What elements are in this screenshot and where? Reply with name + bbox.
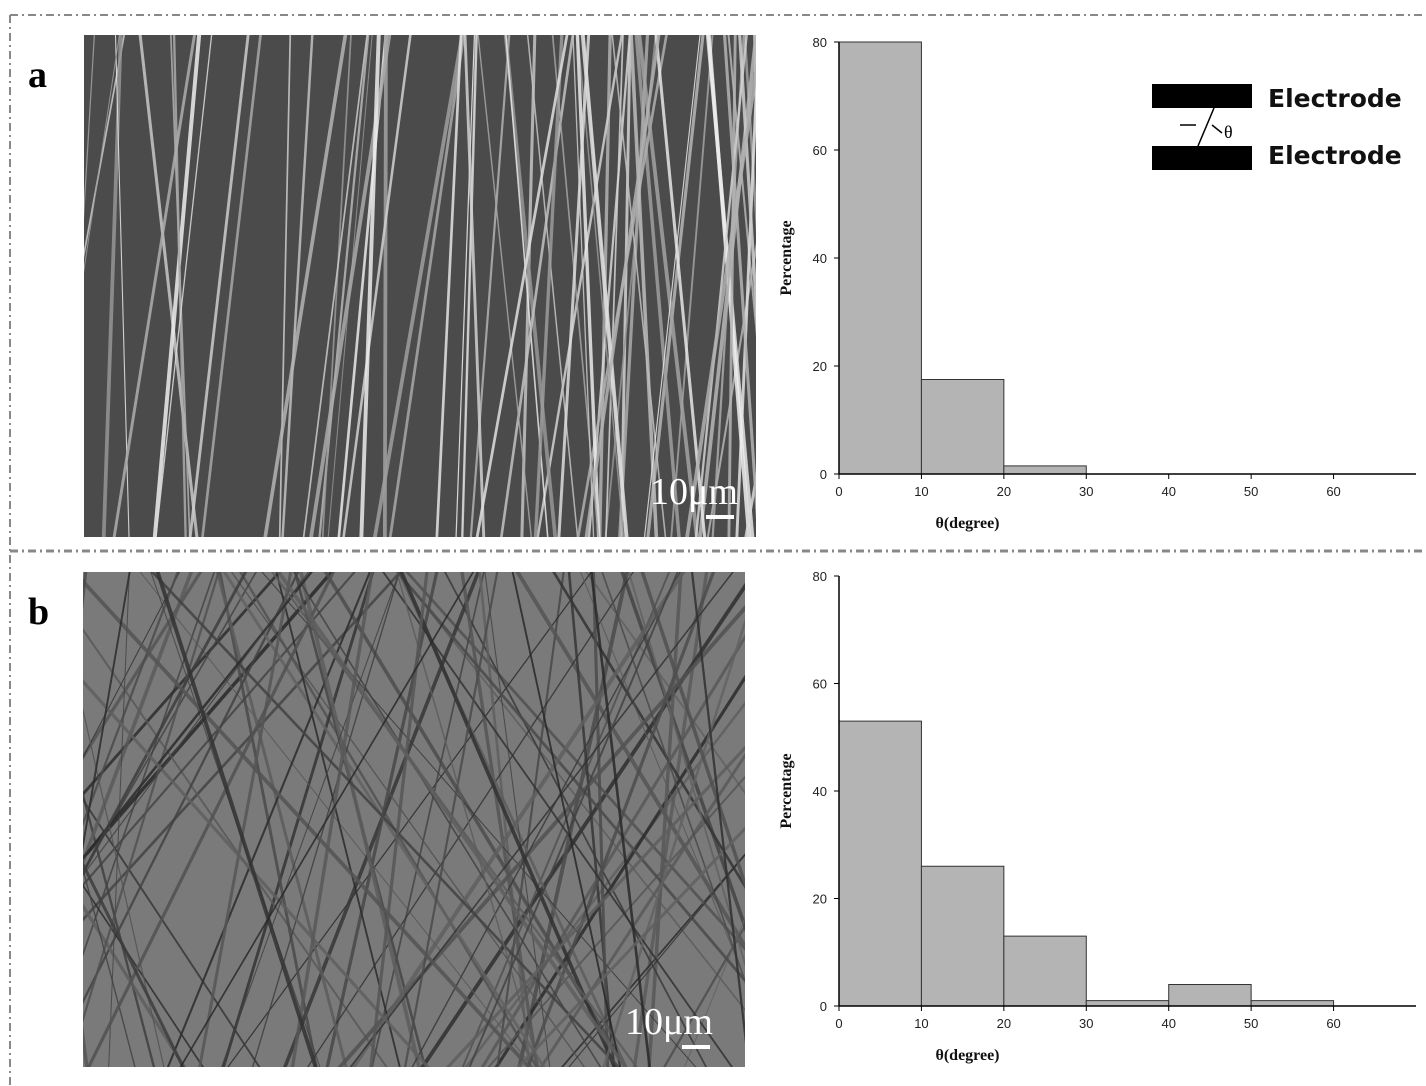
figure: a 10μm 0 10 20 30 40 50 60 0 20 40 60 80 θ(degree) Perc… bbox=[0, 0, 1426, 1086]
x-tick-label: 10 bbox=[914, 484, 928, 499]
fiber bbox=[0, 25, 55, 547]
x-tick-label: 60 bbox=[1326, 484, 1340, 499]
y-tick-label: 0 bbox=[820, 467, 827, 482]
x-tick-label: 20 bbox=[997, 484, 1011, 499]
bar bbox=[1004, 936, 1086, 1006]
scale-bar bbox=[682, 1045, 710, 1049]
inset-symbol: θ bbox=[1224, 122, 1233, 142]
bar bbox=[921, 866, 1003, 1006]
scale-bar bbox=[706, 515, 734, 519]
bar bbox=[839, 721, 921, 1006]
x-tick-label: 50 bbox=[1244, 1016, 1258, 1031]
y-tick-label: 80 bbox=[813, 35, 827, 50]
y-tick-label: 40 bbox=[813, 251, 827, 266]
fiber bbox=[0, 25, 43, 547]
y-axis-label: Percentage bbox=[778, 220, 795, 295]
y-tick-label: 20 bbox=[813, 892, 827, 907]
electrode bbox=[1152, 84, 1252, 108]
y-tick-label: 0 bbox=[820, 999, 827, 1014]
x-tick-label: 10 bbox=[914, 1016, 928, 1031]
x-tick-label: 20 bbox=[997, 1016, 1011, 1031]
x-tick-label: 40 bbox=[1161, 484, 1175, 499]
x-tick-label: 30 bbox=[1079, 484, 1093, 499]
y-tick-label: 80 bbox=[813, 569, 827, 584]
x-axis-label: θ(degree) bbox=[935, 515, 999, 532]
fiber bbox=[804, 25, 832, 547]
fiber bbox=[754, 25, 768, 547]
bar bbox=[1169, 985, 1251, 1007]
y-tick-label: 60 bbox=[813, 677, 827, 692]
x-tick-label: 40 bbox=[1161, 1016, 1175, 1031]
electrode bbox=[1152, 146, 1252, 170]
bar bbox=[1251, 1001, 1333, 1006]
y-tick-label: 60 bbox=[813, 143, 827, 158]
scale-bar-label: 10μm bbox=[625, 1001, 713, 1043]
fiber bbox=[30, 562, 87, 1077]
x-tick-label: 0 bbox=[835, 484, 842, 499]
y-tick-label: 20 bbox=[813, 359, 827, 374]
fiber bbox=[21, 562, 89, 1077]
x-tick-label: 0 bbox=[835, 1016, 842, 1031]
y-axis-label: Percentage bbox=[778, 753, 795, 828]
bar bbox=[921, 380, 1003, 475]
panel-label: a bbox=[28, 54, 47, 96]
x-tick-label: 30 bbox=[1079, 1016, 1093, 1031]
bar bbox=[839, 42, 921, 474]
fiber bbox=[52, 25, 54, 547]
panel-label: b bbox=[28, 591, 49, 633]
scale-bar-label: 10μm bbox=[650, 471, 738, 513]
inset-label: Electrode bbox=[1268, 141, 1402, 170]
fiber bbox=[45, 25, 72, 547]
bar bbox=[1086, 1001, 1168, 1006]
x-tick-label: 50 bbox=[1244, 484, 1258, 499]
fiber-sketch bbox=[1198, 108, 1214, 146]
bar bbox=[1004, 466, 1086, 474]
arrow bbox=[1212, 125, 1222, 133]
x-tick-label: 60 bbox=[1326, 1016, 1340, 1031]
y-tick-label: 40 bbox=[813, 784, 827, 799]
x-axis-label: θ(degree) bbox=[935, 1047, 999, 1064]
inset-label: Electrode bbox=[1268, 84, 1402, 113]
